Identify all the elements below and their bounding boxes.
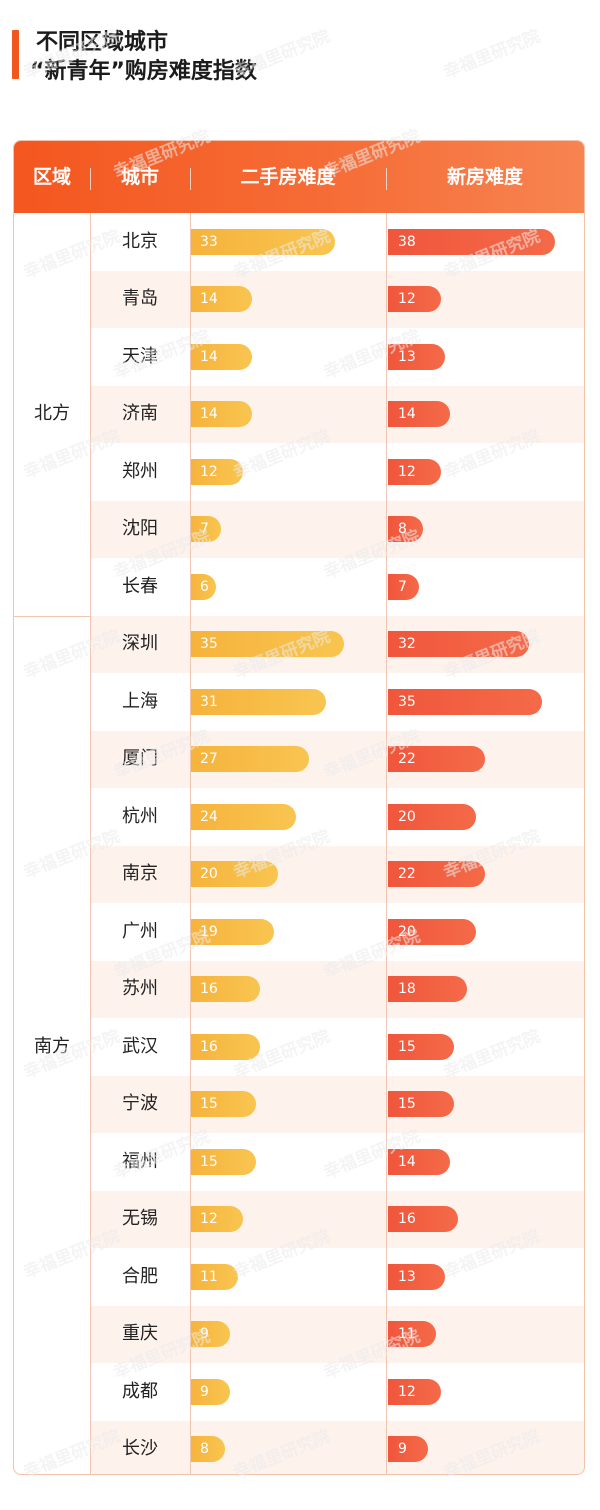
table-header: 区域 城市 二手房难度 新房难度	[14, 141, 584, 213]
used-difficulty-bar: 9	[190, 1378, 230, 1405]
new-difficulty-bar: 20	[388, 803, 476, 830]
page-title-line-1: 不同区域城市	[36, 30, 169, 55]
city-label: 无锡	[122, 1208, 158, 1230]
used-difficulty-bar: 6	[190, 573, 216, 600]
city-label: 上海	[122, 690, 158, 712]
difficulty-table: 区域 城市 二手房难度 新房难度 北京 33 38 青岛 14 12 天津 14 13 济南 14 1…	[13, 140, 585, 1475]
city-label: 郑州	[122, 460, 158, 482]
used-difficulty-bar: 14	[190, 401, 252, 428]
new-difficulty-bar: 15	[388, 1091, 454, 1118]
used-difficulty-bar: 35	[190, 631, 344, 658]
used-difficulty-bar: 11	[190, 1263, 238, 1290]
used-difficulty-bar: 33	[190, 228, 335, 255]
city-label: 南京	[122, 863, 158, 885]
column-divider	[386, 213, 387, 1474]
city-label: 苏州	[122, 978, 158, 1000]
new-difficulty-bar: 20	[388, 918, 476, 945]
used-difficulty-bar: 14	[190, 343, 252, 370]
new-difficulty-bar: 7	[388, 573, 419, 600]
new-difficulty-bar: 13	[388, 1263, 445, 1290]
header-separator	[90, 168, 91, 190]
new-difficulty-bar: 22	[388, 861, 485, 888]
new-difficulty-bar: 14	[388, 1148, 450, 1175]
city-label: 武汉	[122, 1035, 158, 1057]
new-difficulty-bar: 35	[388, 688, 542, 715]
header-city: 城市	[120, 166, 159, 188]
city-label: 广州	[122, 920, 158, 942]
new-difficulty-bar: 38	[388, 228, 555, 255]
header-separator	[386, 168, 387, 190]
header-used-difficulty: 二手房难度	[240, 166, 336, 188]
new-difficulty-bar: 18	[388, 976, 467, 1003]
row-stripe	[90, 500, 584, 558]
used-difficulty-bar: 20	[190, 861, 278, 888]
city-label: 成都	[122, 1380, 158, 1402]
row-stripe	[90, 960, 584, 1018]
used-difficulty-bar: 24	[190, 803, 296, 830]
column-divider	[190, 213, 191, 1474]
column-divider	[90, 213, 91, 1474]
city-label: 福州	[122, 1150, 158, 1172]
used-difficulty-bar: 16	[190, 976, 260, 1003]
used-difficulty-bar: 12	[190, 458, 243, 485]
used-difficulty-bar: 27	[190, 746, 309, 773]
city-label: 厦门	[122, 748, 158, 770]
used-difficulty-bar: 14	[190, 286, 252, 313]
row-stripe	[90, 730, 584, 788]
used-difficulty-bar: 12	[190, 1206, 243, 1233]
new-difficulty-bar: 14	[388, 401, 450, 428]
row-stripe	[90, 270, 584, 328]
city-label: 合肥	[122, 1265, 158, 1287]
city-label: 沈阳	[122, 518, 158, 540]
used-difficulty-bar: 15	[190, 1148, 256, 1175]
city-label: 杭州	[122, 805, 158, 827]
used-difficulty-bar: 9	[190, 1321, 230, 1348]
used-difficulty-bar: 19	[190, 918, 274, 945]
row-stripe	[90, 1075, 584, 1133]
city-label: 济南	[122, 403, 158, 425]
header-separator	[190, 168, 191, 190]
page-title-line-2: “新青年”购房难度指数	[30, 59, 257, 84]
new-difficulty-bar: 32	[388, 631, 529, 658]
header-new-difficulty: 新房难度	[446, 166, 523, 188]
used-difficulty-bar: 7	[190, 516, 221, 543]
city-label: 宁波	[122, 1093, 158, 1115]
new-difficulty-bar: 13	[388, 343, 445, 370]
row-stripe	[90, 1305, 584, 1363]
used-difficulty-bar: 15	[190, 1091, 256, 1118]
new-difficulty-bar: 12	[388, 458, 441, 485]
used-difficulty-bar: 16	[190, 1033, 260, 1060]
new-difficulty-bar: 16	[388, 1206, 458, 1233]
new-difficulty-bar: 9	[388, 1436, 428, 1463]
city-label: 长沙	[122, 1438, 158, 1460]
row-stripe	[90, 1420, 584, 1474]
new-difficulty-bar: 22	[388, 746, 485, 773]
new-difficulty-bar: 12	[388, 286, 441, 313]
city-label: 天津	[122, 345, 158, 367]
city-label: 北京	[122, 230, 158, 252]
region-label: 南方	[34, 1035, 70, 1057]
city-label: 长春	[122, 575, 158, 597]
watermark-text: 幸福里研究院	[440, 26, 543, 84]
header-region: 区域	[32, 166, 71, 188]
used-difficulty-bar: 8	[190, 1436, 225, 1463]
city-label: 深圳	[122, 633, 158, 655]
new-difficulty-bar: 12	[388, 1378, 441, 1405]
row-stripe	[90, 845, 584, 903]
new-difficulty-bar: 11	[388, 1321, 436, 1348]
city-label: 重庆	[122, 1323, 158, 1345]
row-stripe	[90, 1190, 584, 1248]
title-accent-bar	[12, 30, 19, 79]
new-difficulty-bar: 15	[388, 1033, 454, 1060]
region-label: 北方	[34, 403, 70, 425]
city-label: 青岛	[122, 288, 158, 310]
row-stripe	[90, 385, 584, 443]
new-difficulty-bar: 8	[388, 516, 423, 543]
used-difficulty-bar: 31	[190, 688, 326, 715]
